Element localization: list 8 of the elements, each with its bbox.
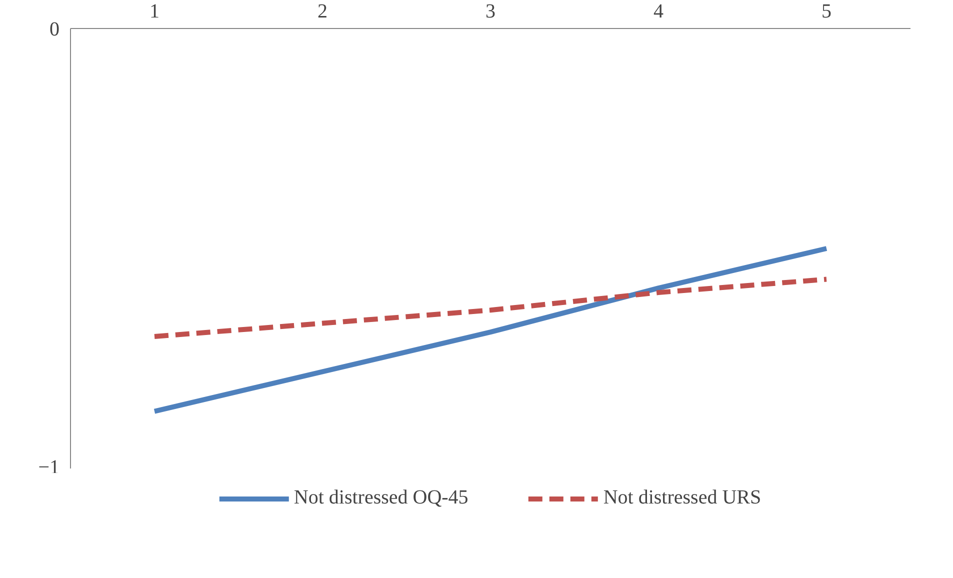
- x-tick-label: 1: [150, 0, 160, 22]
- x-tick-label: 2: [318, 0, 328, 22]
- y-tick-label: 0: [50, 18, 60, 40]
- x-tick-label: 3: [486, 0, 496, 22]
- legend-label: Not distressed OQ-45: [294, 486, 468, 510]
- legend-label: Not distressed URS: [603, 486, 762, 510]
- x-tick-label: 5: [822, 0, 832, 22]
- x-tick-label: 4: [654, 0, 664, 22]
